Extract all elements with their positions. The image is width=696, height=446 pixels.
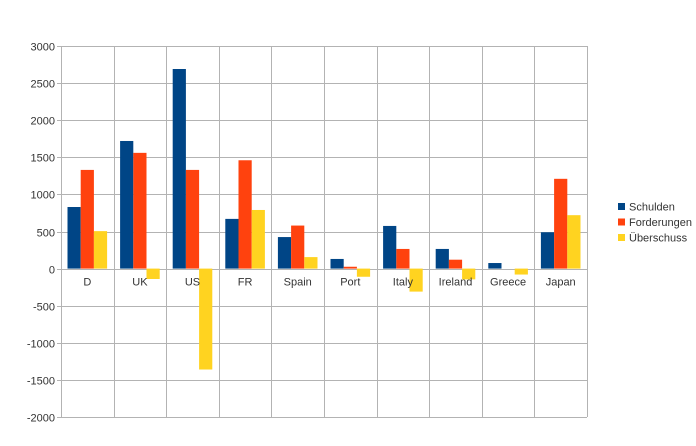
x-tick-label: Ireland	[439, 277, 473, 289]
bar-überschuss-greece	[514, 268, 528, 275]
y-tick-label: 2500	[31, 79, 55, 91]
bar-forderungen-us	[185, 169, 200, 269]
x-tick-label: Italy	[393, 277, 414, 289]
y-tick-label: 3000	[31, 42, 55, 54]
bar-forderungen-spain	[291, 225, 305, 269]
legend-label: Schulden	[629, 202, 675, 214]
y-tick-label: -1500	[27, 376, 55, 388]
bars	[67, 69, 581, 370]
x-tick-label: US	[185, 277, 200, 289]
legend-swatch	[618, 203, 625, 210]
legend-swatch	[618, 218, 625, 226]
x-tick-label: Spain	[284, 277, 312, 289]
bar-überschuss-us	[199, 268, 213, 370]
bar-forderungen-uk	[133, 152, 147, 269]
bar-schulden-spain	[277, 237, 292, 269]
bar-schulden-uk	[120, 140, 134, 269]
bar-schulden-port	[330, 258, 344, 269]
bar-schulden-italy	[383, 225, 397, 269]
bar-schulden-d	[67, 207, 81, 269]
bar-forderungen-japan	[554, 178, 568, 269]
bar-schulden-us	[172, 69, 186, 269]
y-tick-label: 0	[49, 265, 55, 277]
y-tick-label: 1500	[31, 153, 55, 165]
bar-überschuss-spain	[304, 257, 318, 269]
bar-schulden-japan	[540, 232, 555, 269]
bar-überschuss-port	[356, 268, 371, 277]
bar-forderungen-fr	[238, 160, 252, 269]
bar-überschuss-fr	[251, 209, 265, 269]
x-tick-label: Greece	[490, 277, 526, 289]
bar-überschuss-japan	[567, 215, 581, 269]
x-tick-label: UK	[132, 277, 148, 289]
bar-überschuss-italy	[409, 268, 423, 292]
x-axis-tick-labels: D UK US FR Spain Port Italy Ireland Greece Japan	[83, 277, 575, 289]
y-tick-label: -1000	[27, 339, 55, 351]
x-tick-label: Port	[340, 277, 360, 289]
x-tick-label: D	[83, 277, 91, 289]
bar-schulden-greece	[488, 263, 502, 269]
legend-label: Forderungen	[629, 217, 692, 229]
y-tick-label: -500	[33, 302, 55, 314]
bar-forderungen-italy	[396, 248, 410, 269]
legend: Schulden Forderungen Überschuss	[618, 202, 692, 245]
y-tick-label: 2000	[31, 116, 55, 128]
legend-label: Überschuss	[629, 233, 688, 245]
bar-überschuss-d	[93, 231, 108, 269]
x-tick-label: FR	[238, 277, 253, 289]
bar-überschuss-uk	[146, 268, 160, 279]
bar-forderungen-ireland	[448, 259, 463, 269]
y-tick-label: -2000	[27, 413, 55, 425]
bar-schulden-ireland	[435, 248, 449, 269]
bar-überschuss-ireland	[462, 268, 476, 280]
y-tick-label: 1000	[31, 190, 55, 202]
legend-swatch	[618, 234, 625, 241]
bar-schulden-fr	[225, 218, 239, 269]
x-tick-label: Japan	[546, 277, 576, 289]
bar-forderungen-port	[343, 266, 357, 269]
y-axis-tick-labels: 3000 2500 2000 1500 1000 500 0 -500 -1000 -1500 -2…	[27, 42, 55, 425]
y-tick-label: 500	[37, 228, 55, 240]
bar-forderungen-d	[80, 169, 94, 269]
